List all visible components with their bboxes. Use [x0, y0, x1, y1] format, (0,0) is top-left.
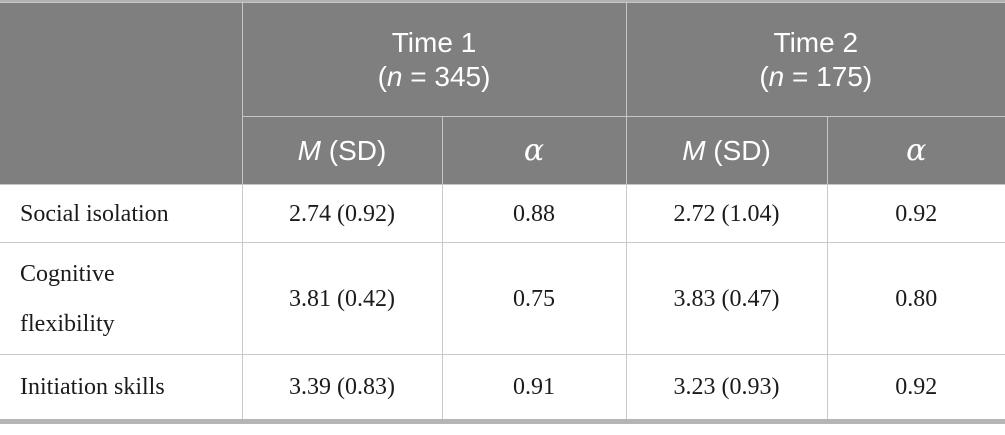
row-label: Cognitive flexibility	[0, 242, 243, 355]
time1-title: Time 1	[391, 26, 477, 58]
cell-t2-alpha: 0.80	[826, 242, 1005, 355]
time1-alpha-header: α	[441, 116, 627, 185]
time1-msd-header: M (SD)	[242, 116, 443, 185]
cell-t1-alpha: 0.88	[441, 184, 627, 243]
row-label: Initiation skills	[0, 354, 243, 419]
cell-t2-alpha: 0.92	[826, 354, 1005, 419]
cell-t1-msd: 2.74 (0.92)	[241, 184, 443, 243]
table-row: Cognitive flexibility 3.81 (0.42) 0.75 3…	[0, 242, 1005, 355]
time1-group-header: Time 1 (n = 345)	[241, 2, 627, 117]
corner-cell	[0, 2, 243, 185]
cell-t1-msd: 3.81 (0.42)	[241, 242, 443, 355]
cell-t1-alpha: 0.75	[441, 242, 627, 355]
time1-sample-size: (n = 345)	[377, 60, 491, 92]
cell-t2-alpha: 0.92	[826, 184, 1005, 243]
cell-t2-msd: 2.72 (1.04)	[625, 184, 828, 243]
cell-t2-msd: 3.23 (0.93)	[625, 354, 828, 419]
time2-title: Time 2	[773, 26, 859, 58]
row-label: Social isolation	[0, 184, 243, 243]
header-subcolumn-row: M (SD) α M (SD) α	[0, 116, 1005, 185]
cell-t1-alpha: 0.91	[441, 354, 627, 419]
header-group-row: Time 1 (n = 345) Time 2 (n = 175)	[0, 2, 1005, 185]
descriptives-table: Time 1 (n = 345) Time 2 (n = 175) M (SD)…	[0, 2, 1005, 419]
time2-alpha-header: α	[826, 116, 1005, 185]
cell-t1-msd: 3.39 (0.83)	[241, 354, 443, 419]
table-body: Social isolation 2.74 (0.92) 0.88 2.72 (…	[0, 184, 1005, 419]
time2-msd-header: M (SD)	[625, 116, 828, 185]
time2-sample-size: (n = 175)	[759, 60, 873, 92]
descriptives-table-container: Time 1 (n = 345) Time 2 (n = 175) M (SD)…	[0, 0, 1005, 424]
time2-group-header: Time 2 (n = 175)	[625, 2, 1005, 117]
table-header: Time 1 (n = 345) Time 2 (n = 175) M (SD)…	[0, 2, 1005, 185]
cell-t2-msd: 3.83 (0.47)	[625, 242, 828, 355]
table-row: Initiation skills 3.39 (0.83) 0.91 3.23 …	[0, 354, 1005, 419]
table-row: Social isolation 2.74 (0.92) 0.88 2.72 (…	[0, 184, 1005, 243]
